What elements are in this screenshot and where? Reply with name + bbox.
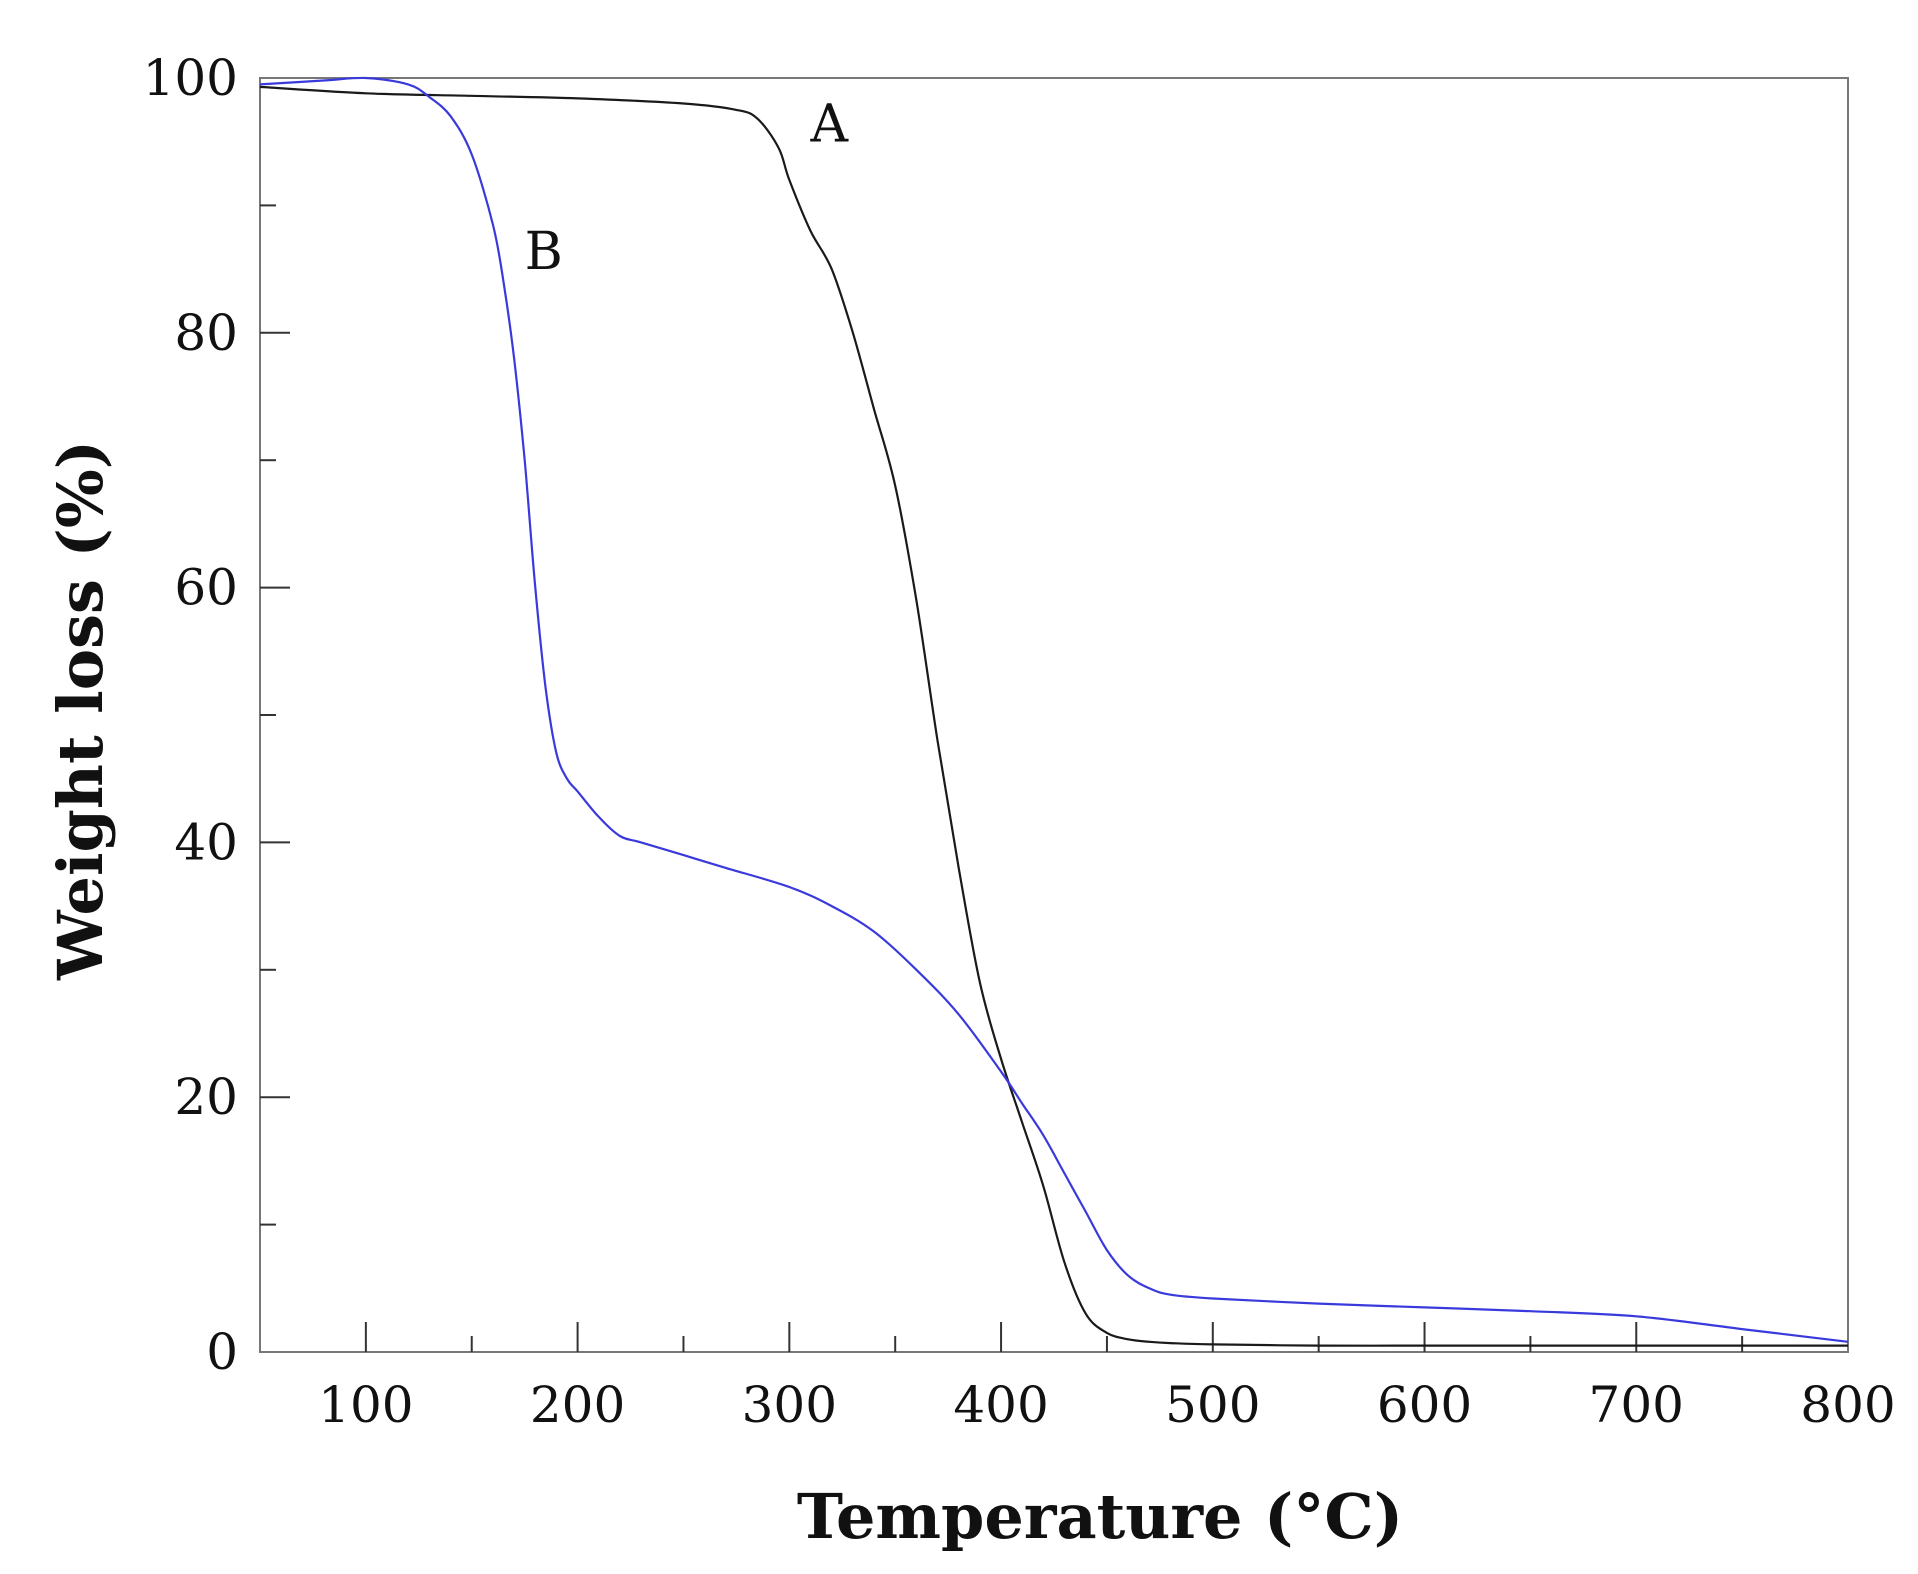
x-axis-title: Temperature (°C) — [797, 1480, 1403, 1553]
x-tick-label: 400 — [953, 1376, 1048, 1434]
y-tick-labels: 0 20 40 60 80 100 — [143, 49, 238, 1381]
y-ticks — [260, 204, 290, 1226]
x-ticks — [364, 1322, 1744, 1352]
x-tick-label: 600 — [1377, 1376, 1472, 1434]
y-tick-label: 60 — [174, 559, 238, 617]
x-tick-label: 700 — [1589, 1376, 1684, 1434]
curve-label-B: B — [525, 222, 563, 282]
series-line-B — [259, 76, 1849, 1343]
x-tick-label: 200 — [530, 1376, 625, 1434]
x-tick-label: 100 — [318, 1376, 413, 1434]
x-tick-label: 500 — [1165, 1376, 1260, 1434]
curve-label-A: A — [810, 95, 850, 155]
y-tick-label: 20 — [174, 1068, 238, 1126]
y-tick-label: 40 — [174, 813, 238, 871]
y-tick-label: 80 — [174, 304, 238, 362]
series-line-A — [259, 85, 1848, 1347]
plot-frame — [259, 77, 1849, 1353]
x-tick-labels: 100 200 300 400 500 600 700 800 — [318, 1376, 1896, 1434]
series-lines — [259, 76, 1849, 1347]
x-tick-label: 300 — [742, 1376, 837, 1434]
y-tick-label: 100 — [143, 49, 238, 107]
x-tick-label: 800 — [1800, 1376, 1895, 1434]
curve-labels: AB — [525, 95, 850, 282]
y-tick-label: 0 — [206, 1323, 238, 1381]
y-axis-title: Weight loss (%) — [44, 440, 117, 981]
